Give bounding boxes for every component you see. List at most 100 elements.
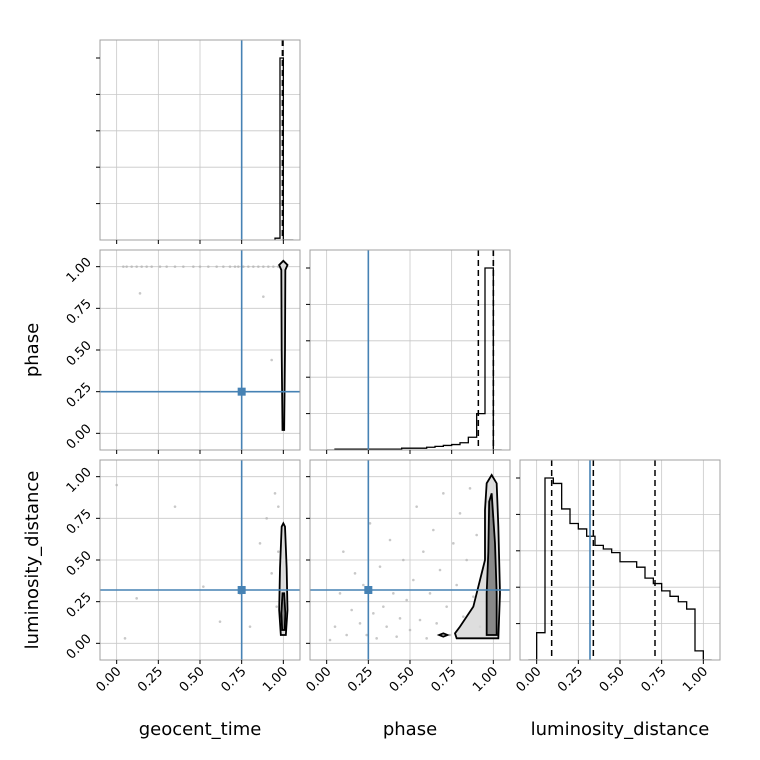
scatter-point (445, 605, 448, 608)
x-tick-label: 0.50 (177, 664, 208, 695)
truth-marker (237, 387, 246, 396)
scatter-point (202, 585, 205, 588)
scatter-point (173, 265, 177, 268)
x-tick-label: 0.25 (135, 664, 166, 695)
scatter-point (277, 505, 280, 508)
scatter-point (140, 265, 143, 268)
scatter-point (145, 265, 148, 268)
panel-luminosity-distance-vs-geocent-time: 0.00 0.25 0.50 0.75 1.00 0.00 0.25 0.50 0.75 1.00 (64, 459, 301, 695)
contour (280, 592, 287, 631)
scatter-point (362, 583, 365, 587)
scatter-point (472, 595, 475, 598)
scatter-point (272, 265, 275, 268)
xlabel-geocent-time: geocent_time (139, 719, 262, 740)
panel-phase-vs-geocent-time: 0.00 0.25 0.50 0.75 1.00 (64, 249, 301, 454)
histogram-geocent-time (96, 39, 301, 244)
scatter-point (333, 625, 337, 628)
scatter-point (385, 625, 388, 628)
scatter-point (248, 625, 252, 628)
scatter-point (277, 550, 280, 553)
y-tick-label: 0.25 (64, 590, 95, 621)
scatter-point (150, 265, 153, 268)
x-tick-label: 1.00 (260, 664, 291, 695)
histogram-phase (306, 249, 511, 454)
x-tick-label: 0.75 (428, 664, 459, 695)
x-tick-label: 0.75 (638, 664, 669, 695)
scatter-point (192, 265, 195, 268)
xlabel-luminosity-distance: luminosity_distance (531, 719, 710, 740)
scatter-point (368, 522, 372, 525)
scatter-point (222, 265, 225, 268)
scatter-point (468, 487, 472, 490)
ylabel-luminosity-distance: luminosity_distance (22, 471, 43, 650)
scatter-point (252, 265, 255, 268)
histogram-content (326, 250, 502, 450)
x-tick-label: 0.25 (345, 664, 376, 695)
scatter-point (345, 633, 348, 637)
scatter-point (130, 265, 133, 268)
y-tick-label: 1.00 (64, 255, 95, 286)
scatter-point (375, 637, 378, 640)
xlabel-phase: phase (383, 719, 437, 740)
scatter-point (412, 578, 415, 582)
scatter-point (247, 265, 250, 268)
y-tick-label: 0.50 (64, 338, 95, 369)
histogram-step (274, 57, 294, 240)
histogram-content (528, 460, 712, 660)
panel-content (100, 460, 300, 660)
scatter-point (265, 517, 268, 520)
scatter-point (122, 265, 125, 268)
scatter-point (138, 292, 142, 295)
scatter-point (135, 265, 138, 268)
y-tick-label: 0.00 (64, 632, 95, 663)
scatter-point (405, 598, 408, 602)
scatter-point (135, 597, 138, 600)
scatter-point (353, 572, 357, 575)
scatter-point (408, 628, 412, 632)
x-tick-label: 1.00 (680, 664, 711, 695)
scatter-point (270, 572, 273, 575)
scatter-point (438, 568, 442, 572)
contour (278, 259, 289, 431)
scatter-point (415, 505, 418, 508)
y-tick-label: 0.00 (64, 422, 95, 453)
scatter-point (273, 492, 277, 495)
scatter-point (402, 558, 405, 562)
x-tick-label: 0.75 (218, 664, 249, 695)
scatter-point (257, 265, 260, 268)
scatter-point (338, 592, 342, 595)
scatter-point (173, 505, 177, 508)
x-tick-label: 0.00 (513, 664, 544, 695)
scatter-point (275, 605, 278, 608)
x-tick-label: 0.00 (303, 664, 334, 695)
histogram-step (326, 267, 502, 450)
scatter-point (378, 565, 382, 568)
scatter-point (458, 512, 462, 515)
y-tick-label: 0.75 (64, 297, 95, 328)
scatter-point (328, 638, 332, 642)
x-tick-label: 0.50 (387, 664, 418, 695)
x-tick-label: 0.00 (93, 664, 124, 695)
scatter-point (237, 265, 240, 268)
scatter-point (395, 635, 398, 638)
scatter-point (342, 550, 345, 553)
scatter-point (262, 265, 265, 268)
scatter-point (350, 608, 353, 612)
scatter-point (398, 617, 402, 620)
scatter-point (372, 612, 375, 615)
truth-marker (237, 586, 246, 594)
y-tick-label: 0.75 (64, 507, 95, 538)
scatter-point (233, 265, 237, 268)
scatter-point (228, 265, 232, 268)
scatter-point (358, 622, 362, 625)
scatter-point (435, 622, 438, 625)
y-tick-label: 0.50 (64, 548, 95, 579)
scatter-point (448, 633, 452, 637)
scatter-point (218, 620, 222, 623)
panel-content (100, 250, 300, 450)
x-tick-label: 0.25 (555, 664, 586, 695)
histogram-luminosity-distance: 0.00 0.25 0.50 0.75 1.00 (513, 459, 721, 695)
scatter-point (382, 605, 385, 608)
truth-marker (364, 586, 373, 594)
